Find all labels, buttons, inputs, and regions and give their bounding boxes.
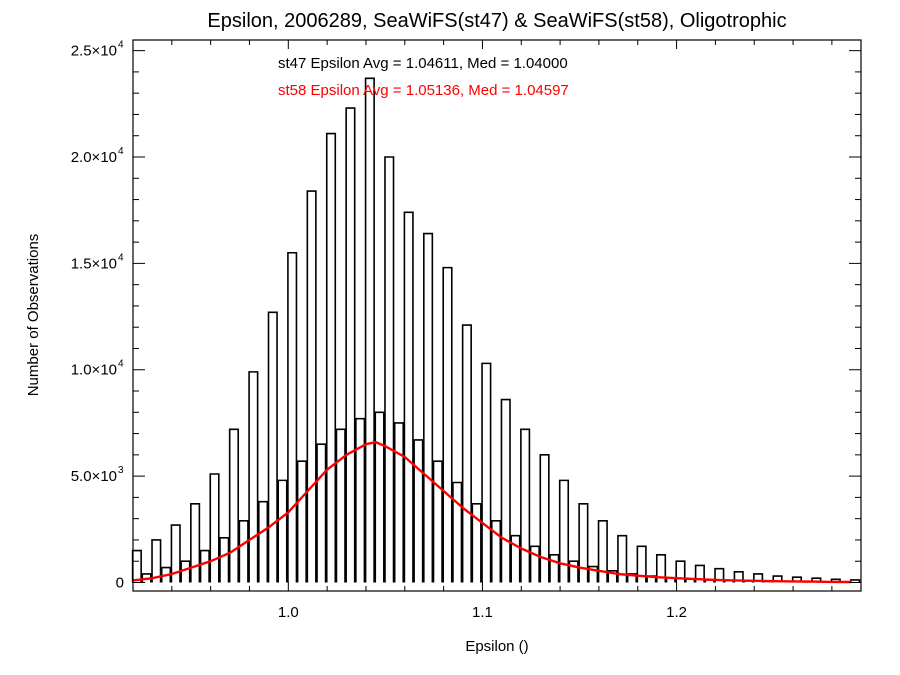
- histogram-bar: [345, 107, 356, 583]
- histogram-bar: [558, 479, 570, 583]
- y-tick-label: 1.0×10: [71, 362, 117, 379]
- histogram-bar: [626, 573, 637, 583]
- histogram-bar: [287, 251, 298, 583]
- st58-distribution-line: [132, 440, 852, 584]
- histogram-bar: [374, 411, 385, 583]
- histogram-bar: [607, 569, 618, 583]
- y-tick-exponent: 3: [118, 465, 124, 476]
- histogram-bar: [529, 545, 540, 583]
- histogram-bar: [170, 524, 181, 583]
- histogram-bar: [131, 549, 142, 583]
- histogram-bar: [549, 554, 560, 583]
- annotation-st47: st47 Epsilon Avg = 1.04611, Med = 1.0400…: [278, 55, 568, 72]
- histogram-bar: [636, 545, 647, 583]
- histogram-bar: [277, 479, 288, 583]
- histogram-bar: [403, 211, 414, 583]
- histogram-bar: [316, 443, 327, 583]
- histogram-bar: [209, 473, 220, 583]
- histogram-bar: [335, 428, 346, 583]
- histogram-bar: [413, 439, 424, 583]
- histogram-bar: [452, 481, 463, 583]
- histogram-bar: [753, 573, 764, 583]
- histogram-bar: [461, 324, 472, 583]
- x-axis-label: Epsilon (): [465, 638, 528, 655]
- y-tick-label: 2.5×10: [71, 43, 117, 60]
- histogram-bar: [811, 577, 822, 583]
- y-tick-label: 0: [116, 574, 124, 591]
- histogram-bar: [500, 398, 511, 583]
- histogram-bar: [248, 371, 259, 583]
- histogram-bar: [180, 560, 191, 583]
- histogram-bar: [481, 362, 492, 583]
- y-tick-label: 2.0×10: [71, 149, 117, 166]
- histogram-bar: [442, 266, 453, 583]
- plot-frame: [132, 39, 862, 592]
- histogram-bar: [733, 571, 744, 583]
- y-tick-label: 1.5×10: [71, 255, 117, 272]
- histogram-bar: [432, 460, 443, 583]
- x-tick-label: 1.0: [278, 604, 299, 621]
- histogram-bar: [190, 502, 201, 583]
- histogram-bar: [617, 534, 628, 583]
- histogram-bar: [306, 190, 317, 583]
- histogram-bar: [568, 560, 579, 583]
- histogram-bar: [578, 502, 589, 583]
- histogram-bar: [364, 77, 375, 583]
- y-tick-label: 5.0×10: [71, 468, 117, 485]
- tick-layer: 1.0 1.1 1.205.0×10 31.0×10 41.5×10 42.0×10 42.…: [71, 40, 861, 621]
- histogram-bar: [714, 567, 725, 583]
- histogram-bar: [257, 500, 269, 583]
- histogram-bar: [510, 534, 521, 583]
- histogram-bar: [694, 564, 705, 583]
- histogram-bar: [423, 232, 434, 583]
- histogram-bar: [490, 519, 502, 583]
- annotation-st58: st58 Epsilon Avg = 1.05136, Med = 1.0459…: [278, 82, 569, 99]
- histogram-bar: [772, 575, 783, 583]
- series-layer: [131, 77, 861, 584]
- histogram-bar: [219, 537, 230, 583]
- histogram-bar: [791, 576, 803, 583]
- histogram-bar: [199, 549, 210, 583]
- histogram-bar: [588, 565, 599, 583]
- histogram-bar: [267, 311, 278, 583]
- histogram-bar: [520, 428, 531, 583]
- y-axis-label: Number of Observations: [25, 234, 42, 397]
- y-tick-exponent: 4: [118, 146, 124, 157]
- histogram-bar: [151, 539, 162, 583]
- histogram-bar: [228, 428, 240, 583]
- x-tick-label: 1.2: [666, 604, 687, 621]
- y-tick-exponent: 4: [118, 252, 124, 263]
- x-tick-label: 1.1: [472, 604, 493, 621]
- histogram-bar: [355, 417, 366, 583]
- histogram-bar: [471, 502, 482, 583]
- chart-title: Epsilon, 2006289, SeaWiFS(st47) & SeaWiF…: [207, 10, 786, 32]
- histogram-bar: [539, 454, 550, 583]
- histogram-bar: [675, 560, 686, 583]
- histogram-bar: [296, 460, 307, 583]
- y-tick-exponent: 4: [118, 359, 124, 370]
- histogram-bar: [393, 422, 405, 583]
- histogram-bar: [384, 156, 395, 583]
- histogram-bar: [238, 519, 249, 583]
- histogram-bar: [325, 132, 337, 583]
- histogram-bar: [597, 519, 608, 583]
- histogram-bar: [655, 554, 667, 583]
- y-tick-exponent: 4: [118, 40, 124, 51]
